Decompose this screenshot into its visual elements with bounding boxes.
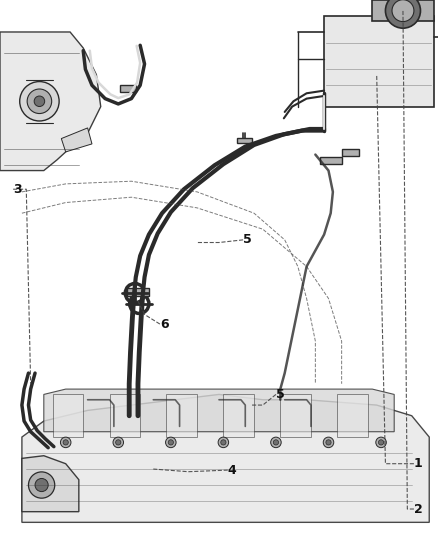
Polygon shape <box>127 288 149 296</box>
Circle shape <box>166 437 176 448</box>
Polygon shape <box>237 138 252 143</box>
Text: 5: 5 <box>276 388 285 401</box>
Polygon shape <box>280 394 311 437</box>
Circle shape <box>385 0 420 28</box>
Polygon shape <box>110 394 140 437</box>
Circle shape <box>221 440 226 445</box>
Polygon shape <box>337 394 368 437</box>
Circle shape <box>326 440 331 445</box>
Circle shape <box>271 437 281 448</box>
Polygon shape <box>320 157 342 164</box>
Polygon shape <box>22 394 429 522</box>
Text: 5: 5 <box>243 233 252 246</box>
Polygon shape <box>53 394 83 437</box>
Polygon shape <box>22 456 79 512</box>
Circle shape <box>392 0 414 22</box>
Circle shape <box>20 82 59 121</box>
Circle shape <box>116 440 121 445</box>
Polygon shape <box>223 394 254 437</box>
Polygon shape <box>372 0 434 21</box>
Circle shape <box>28 472 55 498</box>
Circle shape <box>218 437 229 448</box>
Text: 6: 6 <box>160 318 169 330</box>
Polygon shape <box>61 128 92 152</box>
Circle shape <box>60 437 71 448</box>
Polygon shape <box>120 85 136 92</box>
Circle shape <box>27 89 52 114</box>
Polygon shape <box>324 16 434 107</box>
Circle shape <box>113 437 124 448</box>
Circle shape <box>35 479 48 491</box>
Text: 3: 3 <box>13 183 22 196</box>
Text: 4: 4 <box>228 464 237 477</box>
Circle shape <box>168 440 173 445</box>
Polygon shape <box>44 389 394 432</box>
Polygon shape <box>0 32 101 171</box>
Polygon shape <box>166 394 197 437</box>
Text: 1: 1 <box>414 457 423 470</box>
Circle shape <box>273 440 279 445</box>
Circle shape <box>34 96 45 107</box>
Text: 2: 2 <box>414 503 423 515</box>
Circle shape <box>376 437 386 448</box>
Circle shape <box>323 437 334 448</box>
Circle shape <box>63 440 68 445</box>
Circle shape <box>378 440 384 445</box>
Polygon shape <box>342 149 359 156</box>
